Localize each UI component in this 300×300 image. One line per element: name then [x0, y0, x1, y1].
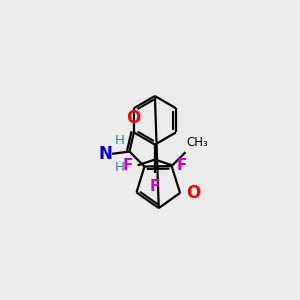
Text: O: O — [186, 184, 200, 202]
Text: H: H — [115, 134, 125, 147]
Text: F: F — [123, 158, 134, 173]
Text: O: O — [126, 109, 140, 127]
Text: F: F — [150, 178, 160, 194]
Text: N: N — [98, 145, 112, 163]
Text: CH₃: CH₃ — [187, 136, 208, 149]
Text: F: F — [176, 158, 187, 173]
Text: H: H — [115, 161, 125, 174]
